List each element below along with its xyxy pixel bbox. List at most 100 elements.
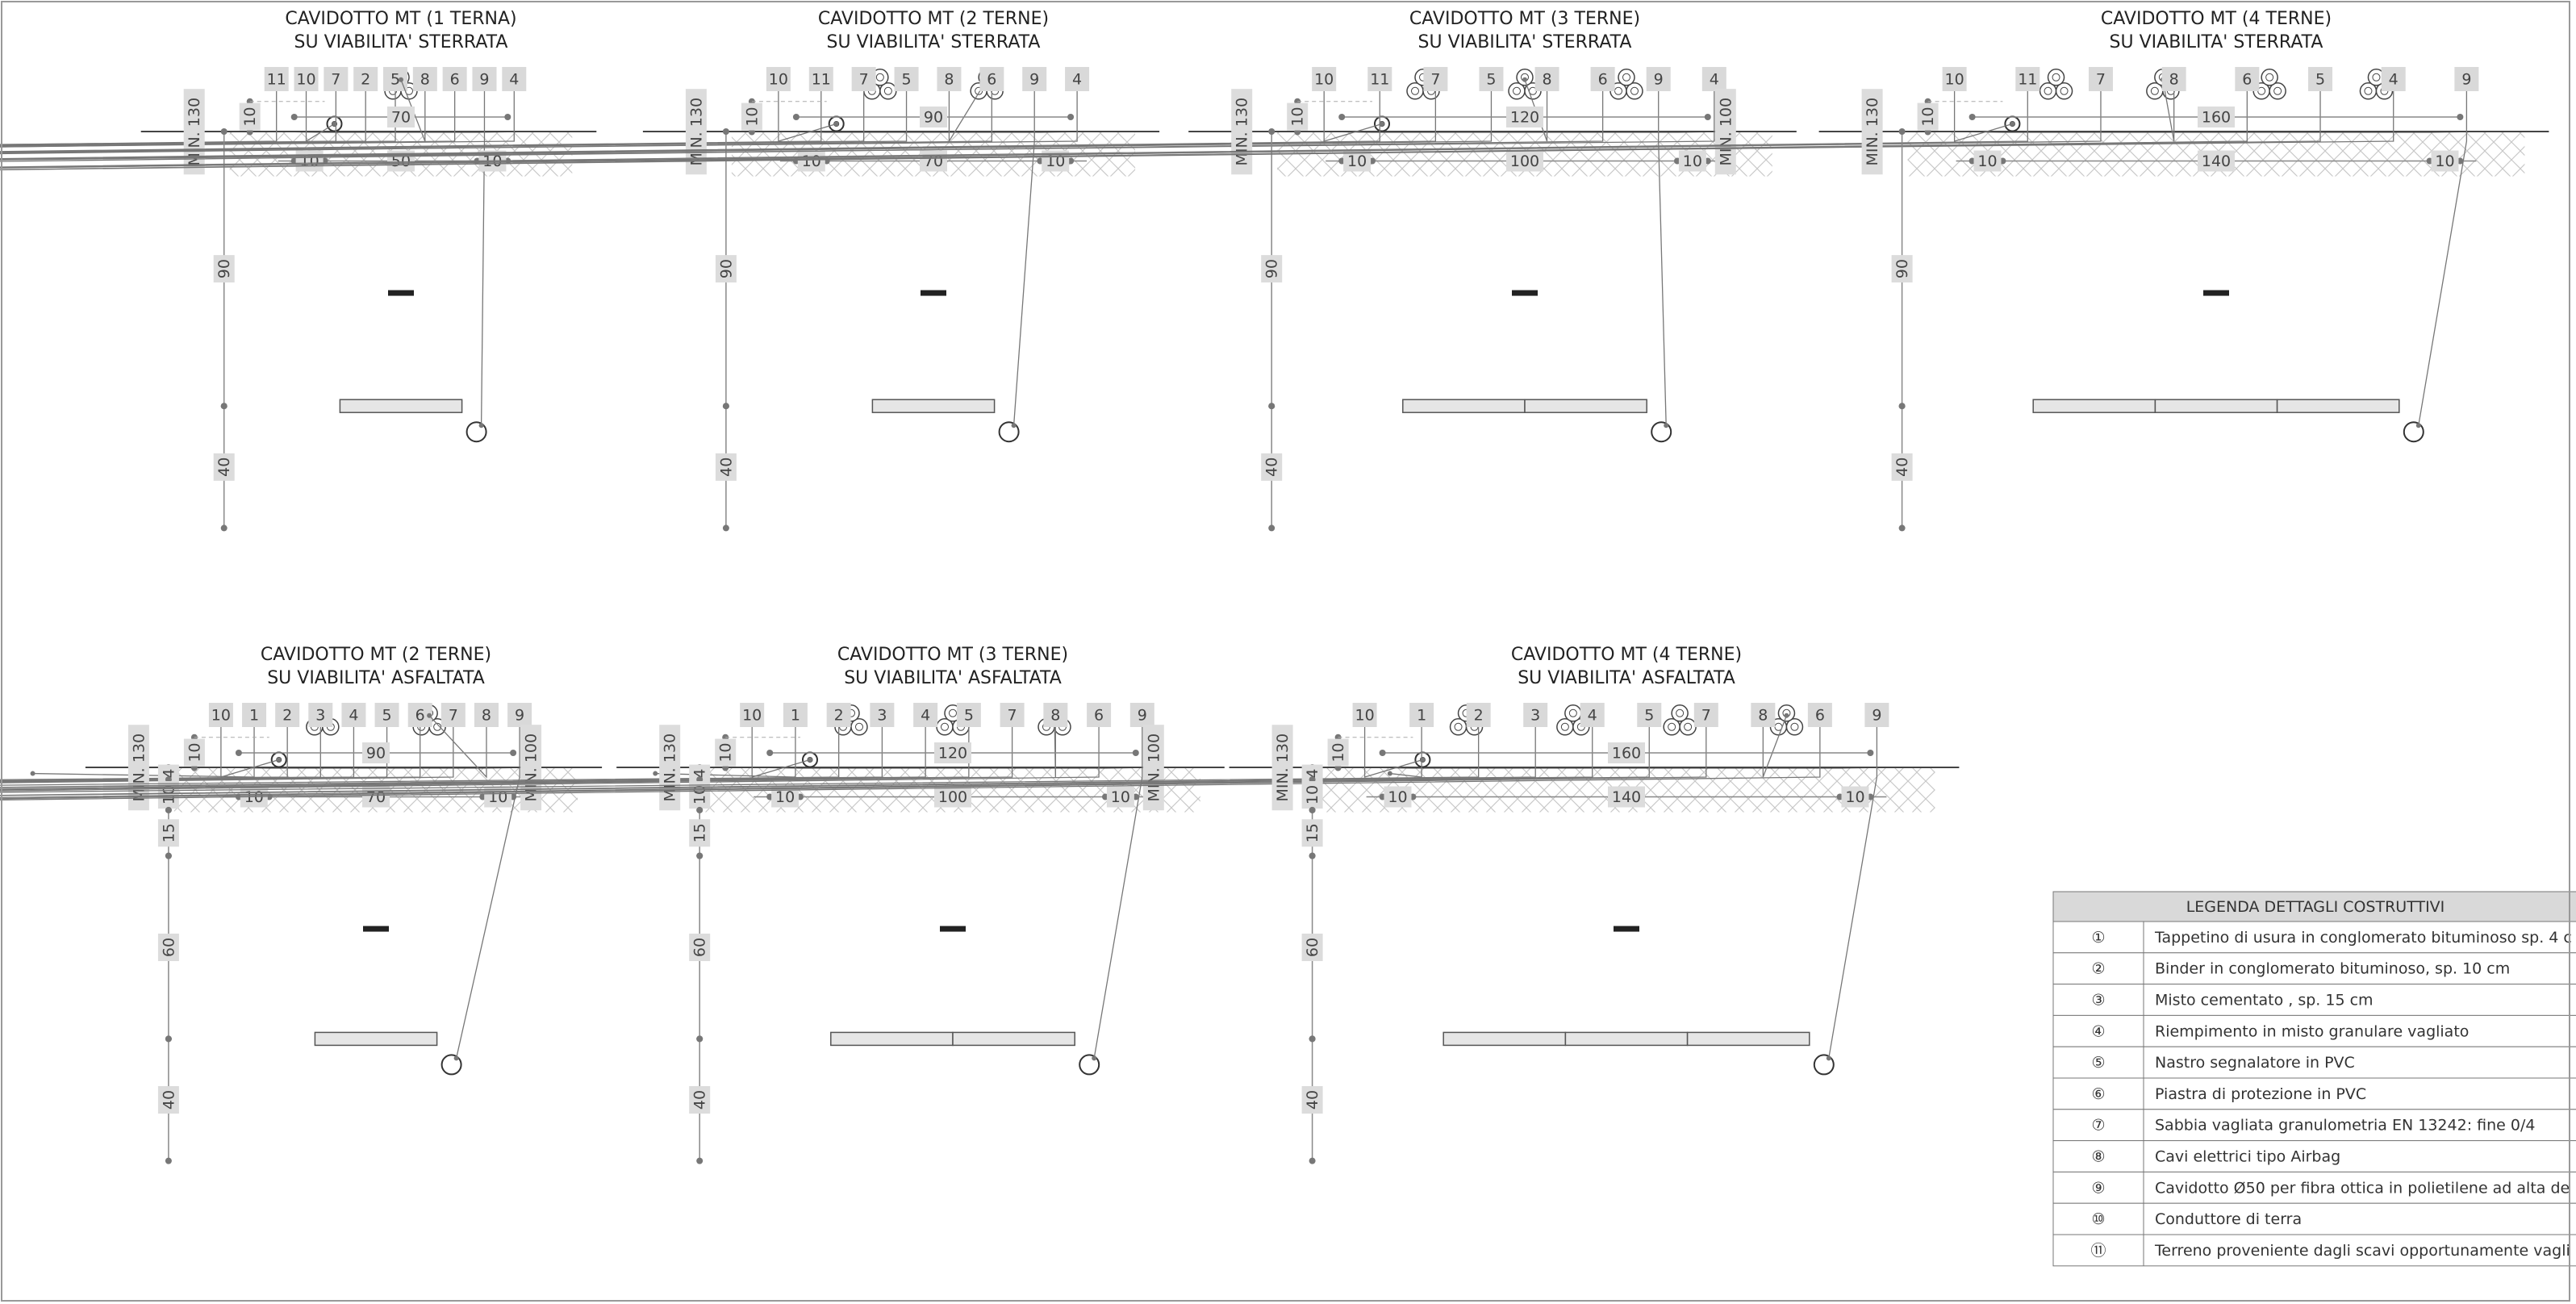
callout-number: 11 bbox=[1370, 71, 1389, 89]
leader-dot bbox=[1826, 1055, 1831, 1061]
callout-number: 2 bbox=[1474, 707, 1484, 725]
dimension-dot bbox=[235, 750, 242, 756]
dimension-label: 40 bbox=[1261, 453, 1283, 481]
cable-core bbox=[2052, 73, 2060, 82]
cable bbox=[850, 718, 868, 736]
legend-row bbox=[2052, 1109, 2576, 1142]
section-title: SU VIABILITA' STERRATA bbox=[1418, 32, 1632, 52]
dimension-text: 100 bbox=[1510, 153, 1539, 170]
trench-layers bbox=[1382, 767, 1871, 1160]
callout-box bbox=[341, 703, 366, 727]
callout-number: 11 bbox=[812, 71, 831, 89]
dimension-label: 10 bbox=[1327, 738, 1349, 767]
soil-layer bbox=[1383, 810, 1871, 856]
cable bbox=[2269, 82, 2286, 100]
legend-text: Conduttore di terra bbox=[2155, 1210, 2302, 1228]
callout-box bbox=[412, 67, 437, 91]
dimension-text: 4 bbox=[160, 769, 177, 779]
callout-number: 3 bbox=[315, 707, 325, 725]
dimension-text: 160 bbox=[1612, 745, 1641, 763]
label-box bbox=[1301, 1086, 1323, 1114]
callout-number: 1 bbox=[791, 707, 800, 725]
callout-number: 10 bbox=[1355, 707, 1375, 725]
leader-dot bbox=[1011, 423, 1017, 428]
dimension-dot bbox=[290, 114, 298, 120]
label-box bbox=[1287, 102, 1309, 131]
dimension-text: 10 bbox=[2435, 153, 2454, 170]
dimension-text: MIN. 130 bbox=[687, 98, 705, 166]
protection-plate bbox=[2276, 399, 2400, 413]
label-box bbox=[1384, 786, 1412, 808]
dimension-dot bbox=[220, 525, 228, 532]
section-title: CAVIDOTTO MT (2 TERNE) bbox=[818, 9, 1049, 29]
cable-core bbox=[2273, 86, 2282, 95]
callout-number: 6 bbox=[1094, 707, 1104, 725]
label-box bbox=[1608, 742, 1645, 763]
leader-line bbox=[0, 91, 2394, 169]
dimension-text: MIN. 130 bbox=[1274, 734, 1292, 802]
dimension-dot bbox=[696, 1035, 703, 1043]
leader-line bbox=[0, 91, 2102, 169]
label-box bbox=[1506, 150, 1543, 172]
section-title: SU VIABILITA' STERRATA bbox=[827, 32, 1041, 52]
leader-line bbox=[1762, 715, 1788, 778]
callout-number: 10 bbox=[769, 71, 788, 89]
dimension-text: MIN. 130 bbox=[1864, 98, 1881, 166]
leader-line bbox=[0, 91, 822, 153]
leader-line bbox=[0, 91, 2028, 168]
leader-line bbox=[0, 91, 992, 155]
callout-number: 4 bbox=[1588, 707, 1597, 725]
leader-line bbox=[2162, 79, 2175, 142]
dimension-label: 90 bbox=[1891, 255, 1913, 283]
dimension-label: 10 bbox=[2431, 150, 2459, 172]
soil-layer bbox=[1383, 1039, 1871, 1160]
legend-row bbox=[2052, 1140, 2576, 1172]
soil-layer bbox=[239, 810, 513, 856]
callout-box bbox=[1087, 703, 1112, 727]
label-box bbox=[183, 738, 205, 767]
soil-layer bbox=[796, 277, 1071, 406]
cable-core bbox=[1676, 708, 1685, 717]
dimension-label: 40 bbox=[1891, 453, 1913, 481]
dimension-label: 4 bbox=[689, 764, 711, 783]
dimension-label: 10 bbox=[1973, 150, 2002, 172]
callout-box bbox=[1751, 703, 1776, 727]
soil-layer bbox=[1342, 406, 1708, 528]
section-title: CAVIDOTTO MT (4 TERNE) bbox=[1511, 645, 1742, 665]
trench-layers bbox=[238, 767, 514, 1039]
section-title: CAVIDOTTO MT (1 TERNA) bbox=[285, 9, 516, 29]
trench-layers bbox=[294, 132, 508, 528]
dimension-dot bbox=[165, 806, 172, 813]
marker-tape bbox=[363, 926, 389, 932]
leader-line bbox=[778, 91, 837, 142]
dimension-label: 10 bbox=[1106, 786, 1134, 808]
leader-line bbox=[0, 91, 1078, 154]
dimension-text: 120 bbox=[938, 745, 967, 763]
dimension-label: 10 bbox=[1917, 102, 1939, 131]
leader-line bbox=[1323, 91, 1383, 142]
callout-box bbox=[979, 67, 1004, 91]
label-box bbox=[715, 453, 737, 481]
dimension-dot bbox=[1898, 525, 1906, 532]
legend-row bbox=[2052, 1202, 2576, 1235]
soil-layer bbox=[239, 856, 513, 1039]
leader-dot bbox=[808, 757, 812, 763]
leader-dot bbox=[30, 771, 35, 776]
dimension-dot bbox=[220, 128, 228, 135]
cable-core bbox=[2372, 73, 2381, 82]
legend-number: ⑩ bbox=[2091, 1210, 2105, 1228]
label-box bbox=[1917, 102, 1939, 131]
marker-tape bbox=[1614, 926, 1639, 932]
dimension-dot bbox=[1898, 128, 1906, 135]
dimension-text: 40 bbox=[717, 458, 735, 477]
legend-row bbox=[2052, 1014, 2576, 1047]
dimension-dot bbox=[2457, 114, 2464, 120]
dimension-dot bbox=[504, 114, 511, 120]
dimension-label: 10 bbox=[741, 102, 762, 131]
callout-box bbox=[1367, 67, 1392, 91]
label-box bbox=[157, 934, 179, 962]
dimension-text: 10 bbox=[241, 107, 259, 126]
dimension-label: MIN. 130 bbox=[1271, 725, 1293, 811]
callout-box bbox=[1701, 67, 1726, 91]
